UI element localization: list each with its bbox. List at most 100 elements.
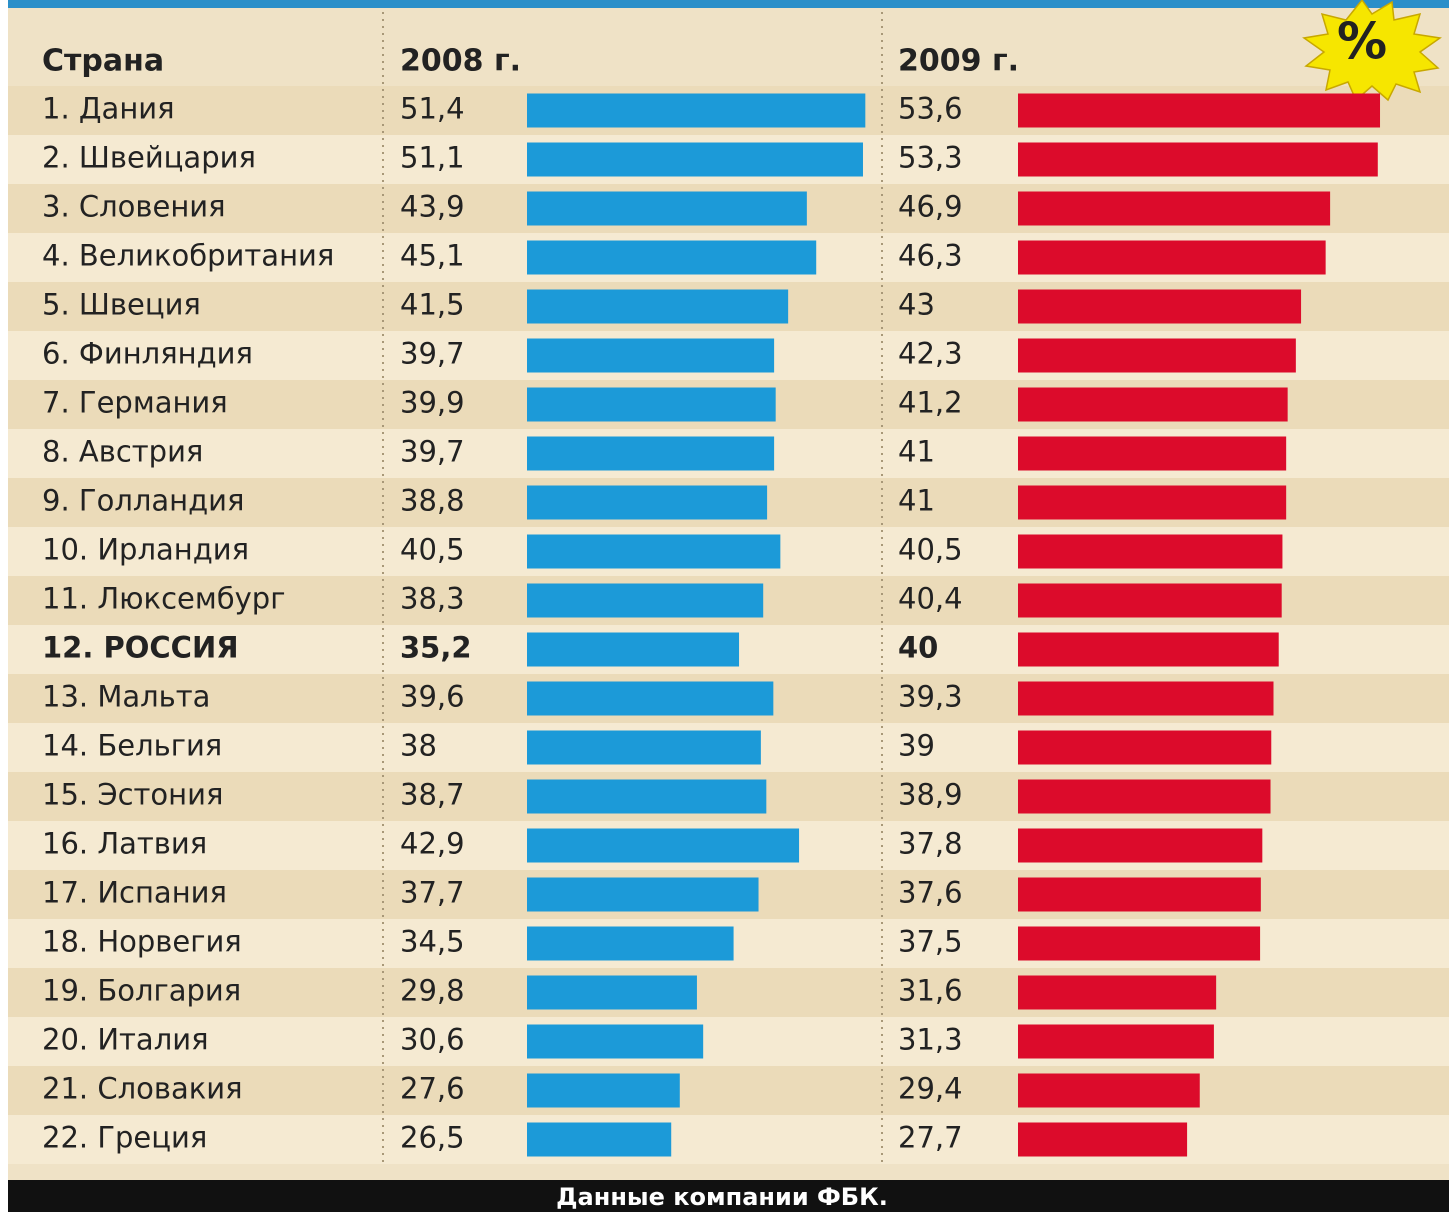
category-label: 3. Словения [42,190,226,224]
value-label: 45,1 [400,239,465,273]
bar [1018,486,1286,520]
category-label: 12. РОССИЯ [42,631,239,665]
bar [527,1123,671,1157]
bar [527,1074,680,1108]
value-label: 41 [898,484,935,518]
category-label: 14. Бельгия [42,729,222,763]
column-header: Страна [42,44,164,79]
value-label: 39,7 [400,337,465,371]
value-label: 51,1 [400,141,465,175]
category-label: 6. Финляндия [42,337,253,371]
category-label: 1. Дания [42,92,175,126]
value-label: 39,6 [400,680,465,714]
value-label: 38,3 [400,582,465,616]
value-label: 40,5 [898,533,963,567]
bar [1018,780,1271,814]
value-label: 39 [898,729,935,763]
bar [527,780,766,814]
value-label: 31,3 [898,1023,963,1057]
bar [1018,143,1378,177]
value-label: 37,7 [400,876,465,910]
bar [527,437,774,471]
value-label: 31,6 [898,974,963,1008]
bar [1018,94,1380,128]
value-label: 42,3 [898,337,963,371]
category-label: 9. Голландия [42,484,244,518]
bar [527,878,759,912]
bar [1018,1025,1214,1059]
category-label: 4. Великобритания [42,239,334,273]
value-label: 37,8 [898,827,963,861]
value-label: 42,9 [400,827,465,861]
bar [1018,241,1326,275]
value-label: 41,5 [400,288,465,322]
bar [527,682,773,716]
value-label: 43 [898,288,935,322]
category-label: 21. Словакия [42,1072,243,1106]
value-label: 38 [400,729,437,763]
bar [527,241,816,275]
top-strip [0,0,1449,8]
value-label: 40,4 [898,582,963,616]
bar [527,486,767,520]
bar [527,829,799,863]
bar [1018,829,1262,863]
value-label: 35,2 [400,631,472,665]
bar [1018,731,1271,765]
bar [1018,1123,1187,1157]
value-label: 40 [898,631,938,665]
category-label: 2. Швейцария [42,141,256,175]
value-label: 38,9 [898,778,963,812]
bar [1018,339,1296,373]
category-label: 20. Италия [42,1023,209,1057]
bar [1018,976,1216,1010]
value-label: 53,3 [898,141,963,175]
bar [527,1025,703,1059]
value-label: 29,4 [898,1072,963,1106]
row-background [8,1115,1449,1164]
value-label: 41,2 [898,386,963,420]
column-header: 2009 г. [898,44,1019,79]
bar [1018,878,1261,912]
value-label: 43,9 [400,190,465,224]
badge-text: % [1337,13,1387,71]
bar [1018,192,1330,226]
category-label: 10. Ирландия [42,533,249,567]
bar [527,927,734,961]
source-note: Данные компании ФБК. [556,1183,888,1211]
value-label: 41 [898,435,935,469]
value-label: 26,5 [400,1121,465,1155]
value-label: 27,6 [400,1072,465,1106]
bar [527,535,780,569]
bar [1018,388,1288,422]
bar [1018,535,1282,569]
value-label: 39,7 [400,435,465,469]
value-label: 46,3 [898,239,963,273]
bar [1018,290,1301,324]
left-margin [0,0,8,1212]
category-label: 11. Люксембург [42,582,285,616]
bar [1018,584,1282,618]
value-label: 46,9 [898,190,963,224]
bar [527,290,788,324]
bar [527,584,763,618]
bar [527,143,863,177]
value-label: 29,8 [400,974,465,1008]
bar [527,731,761,765]
bar [527,94,865,128]
bar [1018,927,1260,961]
value-label: 37,6 [898,876,963,910]
bar [1018,682,1274,716]
category-label: 15. Эстония [42,778,223,812]
category-label: 16. Латвия [42,827,207,861]
bar [1018,437,1286,471]
value-label: 51,4 [400,92,465,126]
bar [527,388,776,422]
value-label: 53,6 [898,92,963,126]
page: Страна 2008 г. 2009 г. % Данные компании… [0,0,1449,1212]
value-label: 37,5 [898,925,963,959]
bar [527,192,807,226]
category-label: 17. Испания [42,876,227,910]
bar [1018,1074,1200,1108]
value-label: 40,5 [400,533,465,567]
